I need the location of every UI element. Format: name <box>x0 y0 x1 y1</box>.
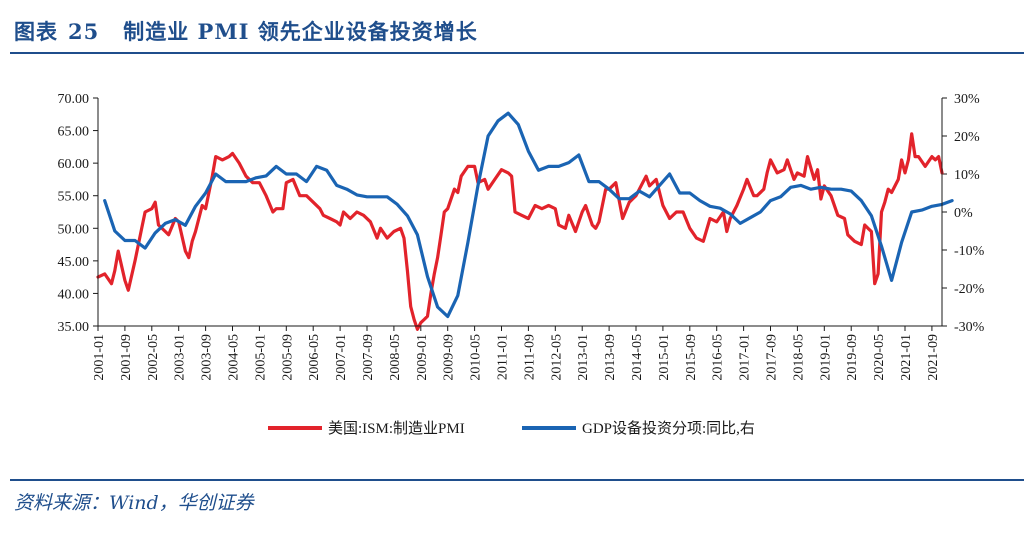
x-tick-label: 2009-01 <box>415 334 430 381</box>
right-tick-label: 0% <box>954 206 973 221</box>
x-tick-label: 2005-09 <box>280 334 295 381</box>
series-line-pmi <box>96 132 944 331</box>
x-tick-label: 2021-09 <box>926 334 941 381</box>
figure-title-text: 制造业 PMI 领先企业设备投资增长 <box>123 19 478 44</box>
series-line-gdp <box>103 111 954 319</box>
legend: 美国:ISM:制造业PMI GDP设备投资分项:同比,右 <box>268 420 755 437</box>
x-tick-label: 2019-01 <box>818 334 833 381</box>
x-tick-label: 2003-01 <box>173 334 188 381</box>
source-note: 资料来源：Wind，华创证券 <box>14 492 254 514</box>
left-tick-label: 35.00 <box>58 320 90 335</box>
left-tick-label: 65.00 <box>58 125 90 140</box>
x-tick-label: 2002-05 <box>146 334 161 381</box>
right-axis-ticks: -30% -20% -10% 0% 10% 20% 30% <box>942 92 985 335</box>
right-tick-label: -20% <box>954 282 985 297</box>
left-axis-ticks: 35.00 40.00 45.00 50.00 55.00 60.00 65.00 70.00 <box>58 92 98 335</box>
x-tick-label: 2005-01 <box>253 334 268 381</box>
right-tick-label: -30% <box>954 320 985 335</box>
left-tick-label: 45.00 <box>58 255 90 270</box>
chart: 35.00 40.00 45.00 50.00 55.00 60.00 65.00 70.00… <box>58 92 985 437</box>
x-tick-label: 2015-09 <box>684 334 699 381</box>
figure-number: 25 <box>68 19 100 44</box>
title-divider <box>10 52 1024 54</box>
left-tick-label: 50.00 <box>58 222 90 237</box>
x-tick-label: 2011-09 <box>522 334 537 380</box>
x-tick-label: 2020-05 <box>872 334 887 381</box>
right-tick-label: 30% <box>954 92 980 107</box>
right-tick-label: 20% <box>954 130 980 145</box>
x-tick-label: 2004-05 <box>227 334 242 381</box>
figure-label: 图表 <box>14 19 58 44</box>
x-tick-label: 2007-09 <box>361 334 376 381</box>
x-tick-label: 2017-01 <box>738 334 753 381</box>
x-tick-label: 2019-09 <box>845 334 860 381</box>
legend-label-pmi: 美国:ISM:制造业PMI <box>328 420 465 437</box>
series-lines <box>96 111 954 331</box>
x-tick-label: 2014-05 <box>630 334 645 381</box>
right-tick-label: 10% <box>954 168 980 183</box>
left-tick-label: 60.00 <box>58 157 90 172</box>
x-tick-label: 2012-05 <box>549 334 564 381</box>
x-tick-label: 2013-01 <box>576 334 591 381</box>
left-tick-label: 40.00 <box>58 287 90 302</box>
x-tick-label: 2008-05 <box>388 334 403 381</box>
x-tick-label: 2006-05 <box>307 334 322 381</box>
x-tick-label: 2011-01 <box>496 334 511 380</box>
x-tick-label: 2016-05 <box>711 334 726 381</box>
legend-label-gdp: GDP设备投资分项:同比,右 <box>582 420 755 437</box>
x-tick-label: 2015-01 <box>657 334 672 381</box>
x-tick-label: 2003-09 <box>200 334 215 381</box>
x-tick-label: 2009-09 <box>442 334 457 381</box>
x-axis-ticks: 2001-01 2001-09 2002-05 2003-01 2003-09 2004-… <box>92 326 941 381</box>
right-tick-label: -10% <box>954 244 985 259</box>
x-tick-label: 2010-05 <box>469 334 484 381</box>
x-tick-label: 2001-09 <box>119 334 134 381</box>
x-tick-label: 2018-05 <box>791 334 806 381</box>
figure-title: 图表 25 制造业 PMI 领先企业设备投资增长 <box>14 16 478 46</box>
x-tick-label: 2017-09 <box>765 334 780 381</box>
x-tick-label: 2001-01 <box>92 334 107 381</box>
x-tick-label: 2007-01 <box>334 334 349 381</box>
source-divider <box>10 479 1024 481</box>
x-tick-label: 2013-09 <box>603 334 618 381</box>
left-tick-label: 55.00 <box>58 190 90 205</box>
left-tick-label: 70.00 <box>58 92 90 107</box>
x-tick-label: 2021-01 <box>899 334 914 381</box>
